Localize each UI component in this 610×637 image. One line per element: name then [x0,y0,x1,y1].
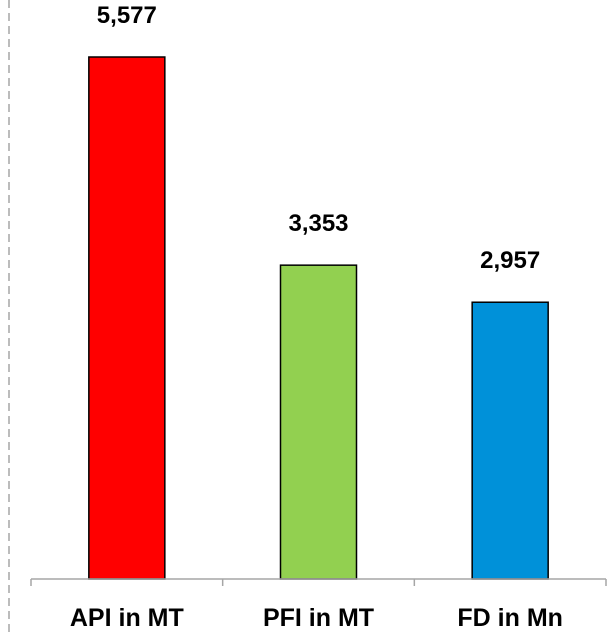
labels-layer: 5,577 API in MT 3,353 PFI in MT 2,957 FD in M… [70,2,563,632]
bar-pfi-in-mt [279,264,358,580]
data-label: 5,577 [97,2,157,29]
bars-layer [88,56,549,580]
x-axis [30,578,607,586]
data-label: 2,957 [480,247,540,274]
x-tick-label: API in MT [70,604,184,632]
bar-fd-in-mn [471,301,549,580]
bar-api-in-mt [88,56,166,580]
data-label: 3,353 [288,210,348,237]
x-tick-label: PFI in MT [263,604,374,632]
x-tick-label: FD in Mn [457,604,563,632]
